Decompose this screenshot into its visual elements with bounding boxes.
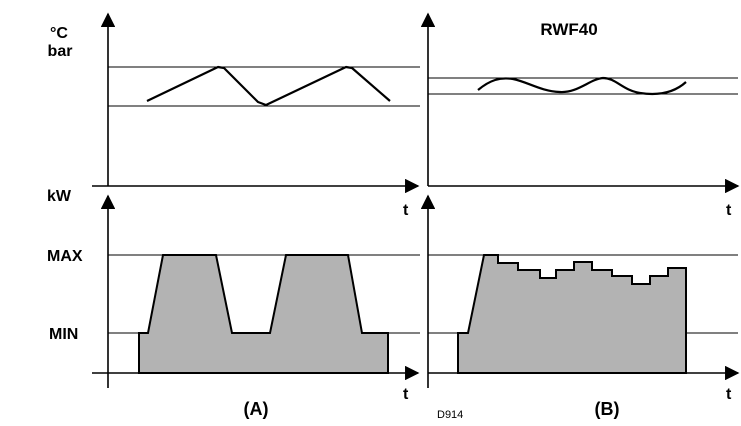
- power-unit-label: kW: [47, 188, 72, 205]
- max-label: MAX: [47, 248, 83, 265]
- panel-a: [92, 12, 420, 388]
- a-temperature-curve: [146, 65, 391, 107]
- a-lower-time-label: t: [403, 386, 409, 403]
- a-power-area: [138, 254, 389, 374]
- controller-title: RWF40: [540, 20, 597, 39]
- temp-unit-label: °C: [50, 25, 68, 42]
- min-label: MIN: [49, 326, 78, 343]
- panel-b: [420, 12, 740, 388]
- b-lower-time-label: t: [726, 386, 732, 403]
- panel-a-label: (A): [244, 399, 269, 419]
- b-upper-time-label: t: [726, 202, 732, 219]
- b-temperature-curve: [477, 76, 687, 96]
- a-upper-time-label: t: [403, 202, 409, 219]
- drawing-code: D914: [437, 409, 463, 421]
- panel-b-label: (B): [595, 399, 620, 419]
- pressure-unit-label: bar: [48, 43, 73, 60]
- b-power-area: [457, 254, 687, 374]
